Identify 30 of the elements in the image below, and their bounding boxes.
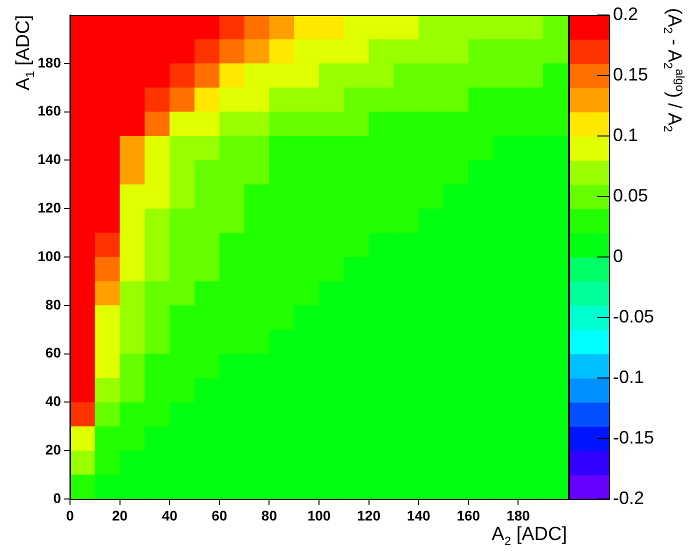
x-tick-label: 160 bbox=[456, 507, 480, 524]
x-tick-label: 20 bbox=[112, 507, 128, 524]
y-tick-label: 80 bbox=[45, 296, 62, 312]
y-tick-label: 100 bbox=[38, 248, 62, 264]
x-tick-label: 120 bbox=[357, 507, 381, 524]
y-tick-label: 20 bbox=[45, 441, 62, 458]
y-tick-label: 0 bbox=[53, 490, 62, 506]
x-tick-label: 140 bbox=[406, 507, 430, 524]
color-bar-label: 0.05 bbox=[613, 185, 648, 206]
y-tick-label: 160 bbox=[38, 102, 62, 119]
y-tick-label: 180 bbox=[38, 54, 62, 70]
y-tick-label: 40 bbox=[45, 393, 62, 410]
x-tick-label: 60 bbox=[212, 507, 228, 524]
color-bar-label: -0.2 bbox=[613, 488, 644, 508]
color-bar-label: 0.2 bbox=[613, 4, 638, 24]
x-tick-label: 80 bbox=[261, 507, 278, 524]
color-bar-label: 0.1 bbox=[613, 124, 638, 145]
color-bar-label: -0.15 bbox=[613, 427, 654, 448]
color-bar-label: 0.15 bbox=[613, 64, 648, 84]
y-tick-label: 60 bbox=[45, 344, 62, 361]
color-bar-label: -0.05 bbox=[613, 306, 654, 326]
x-tick-label: 40 bbox=[162, 507, 178, 524]
color-bar-label: -0.1 bbox=[613, 366, 644, 387]
x-tick-label: 180 bbox=[506, 507, 530, 524]
y-tick-label: 120 bbox=[38, 199, 62, 216]
x-tick-label: 100 bbox=[307, 507, 331, 524]
x-tick-label: 0 bbox=[66, 507, 74, 524]
x-axis-title: A$_{2}$ [ADC] bbox=[492, 524, 567, 548]
y-tick-label: 140 bbox=[38, 151, 62, 168]
color-bar-label: 0 bbox=[613, 246, 624, 266]
